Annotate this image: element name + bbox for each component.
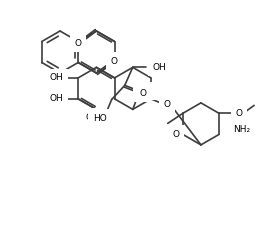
Text: OH: OH [49, 94, 63, 103]
Text: OH: OH [86, 113, 100, 122]
Text: HO: HO [93, 114, 107, 123]
Text: O: O [236, 109, 243, 118]
Text: O: O [111, 56, 118, 66]
Text: O: O [75, 39, 82, 47]
Text: OH: OH [153, 63, 167, 72]
Text: O: O [172, 130, 179, 139]
Text: NH₂: NH₂ [233, 125, 250, 134]
Text: OH: OH [138, 87, 151, 96]
Text: OH: OH [49, 73, 63, 82]
Text: O: O [139, 89, 146, 98]
Text: O: O [163, 100, 170, 109]
